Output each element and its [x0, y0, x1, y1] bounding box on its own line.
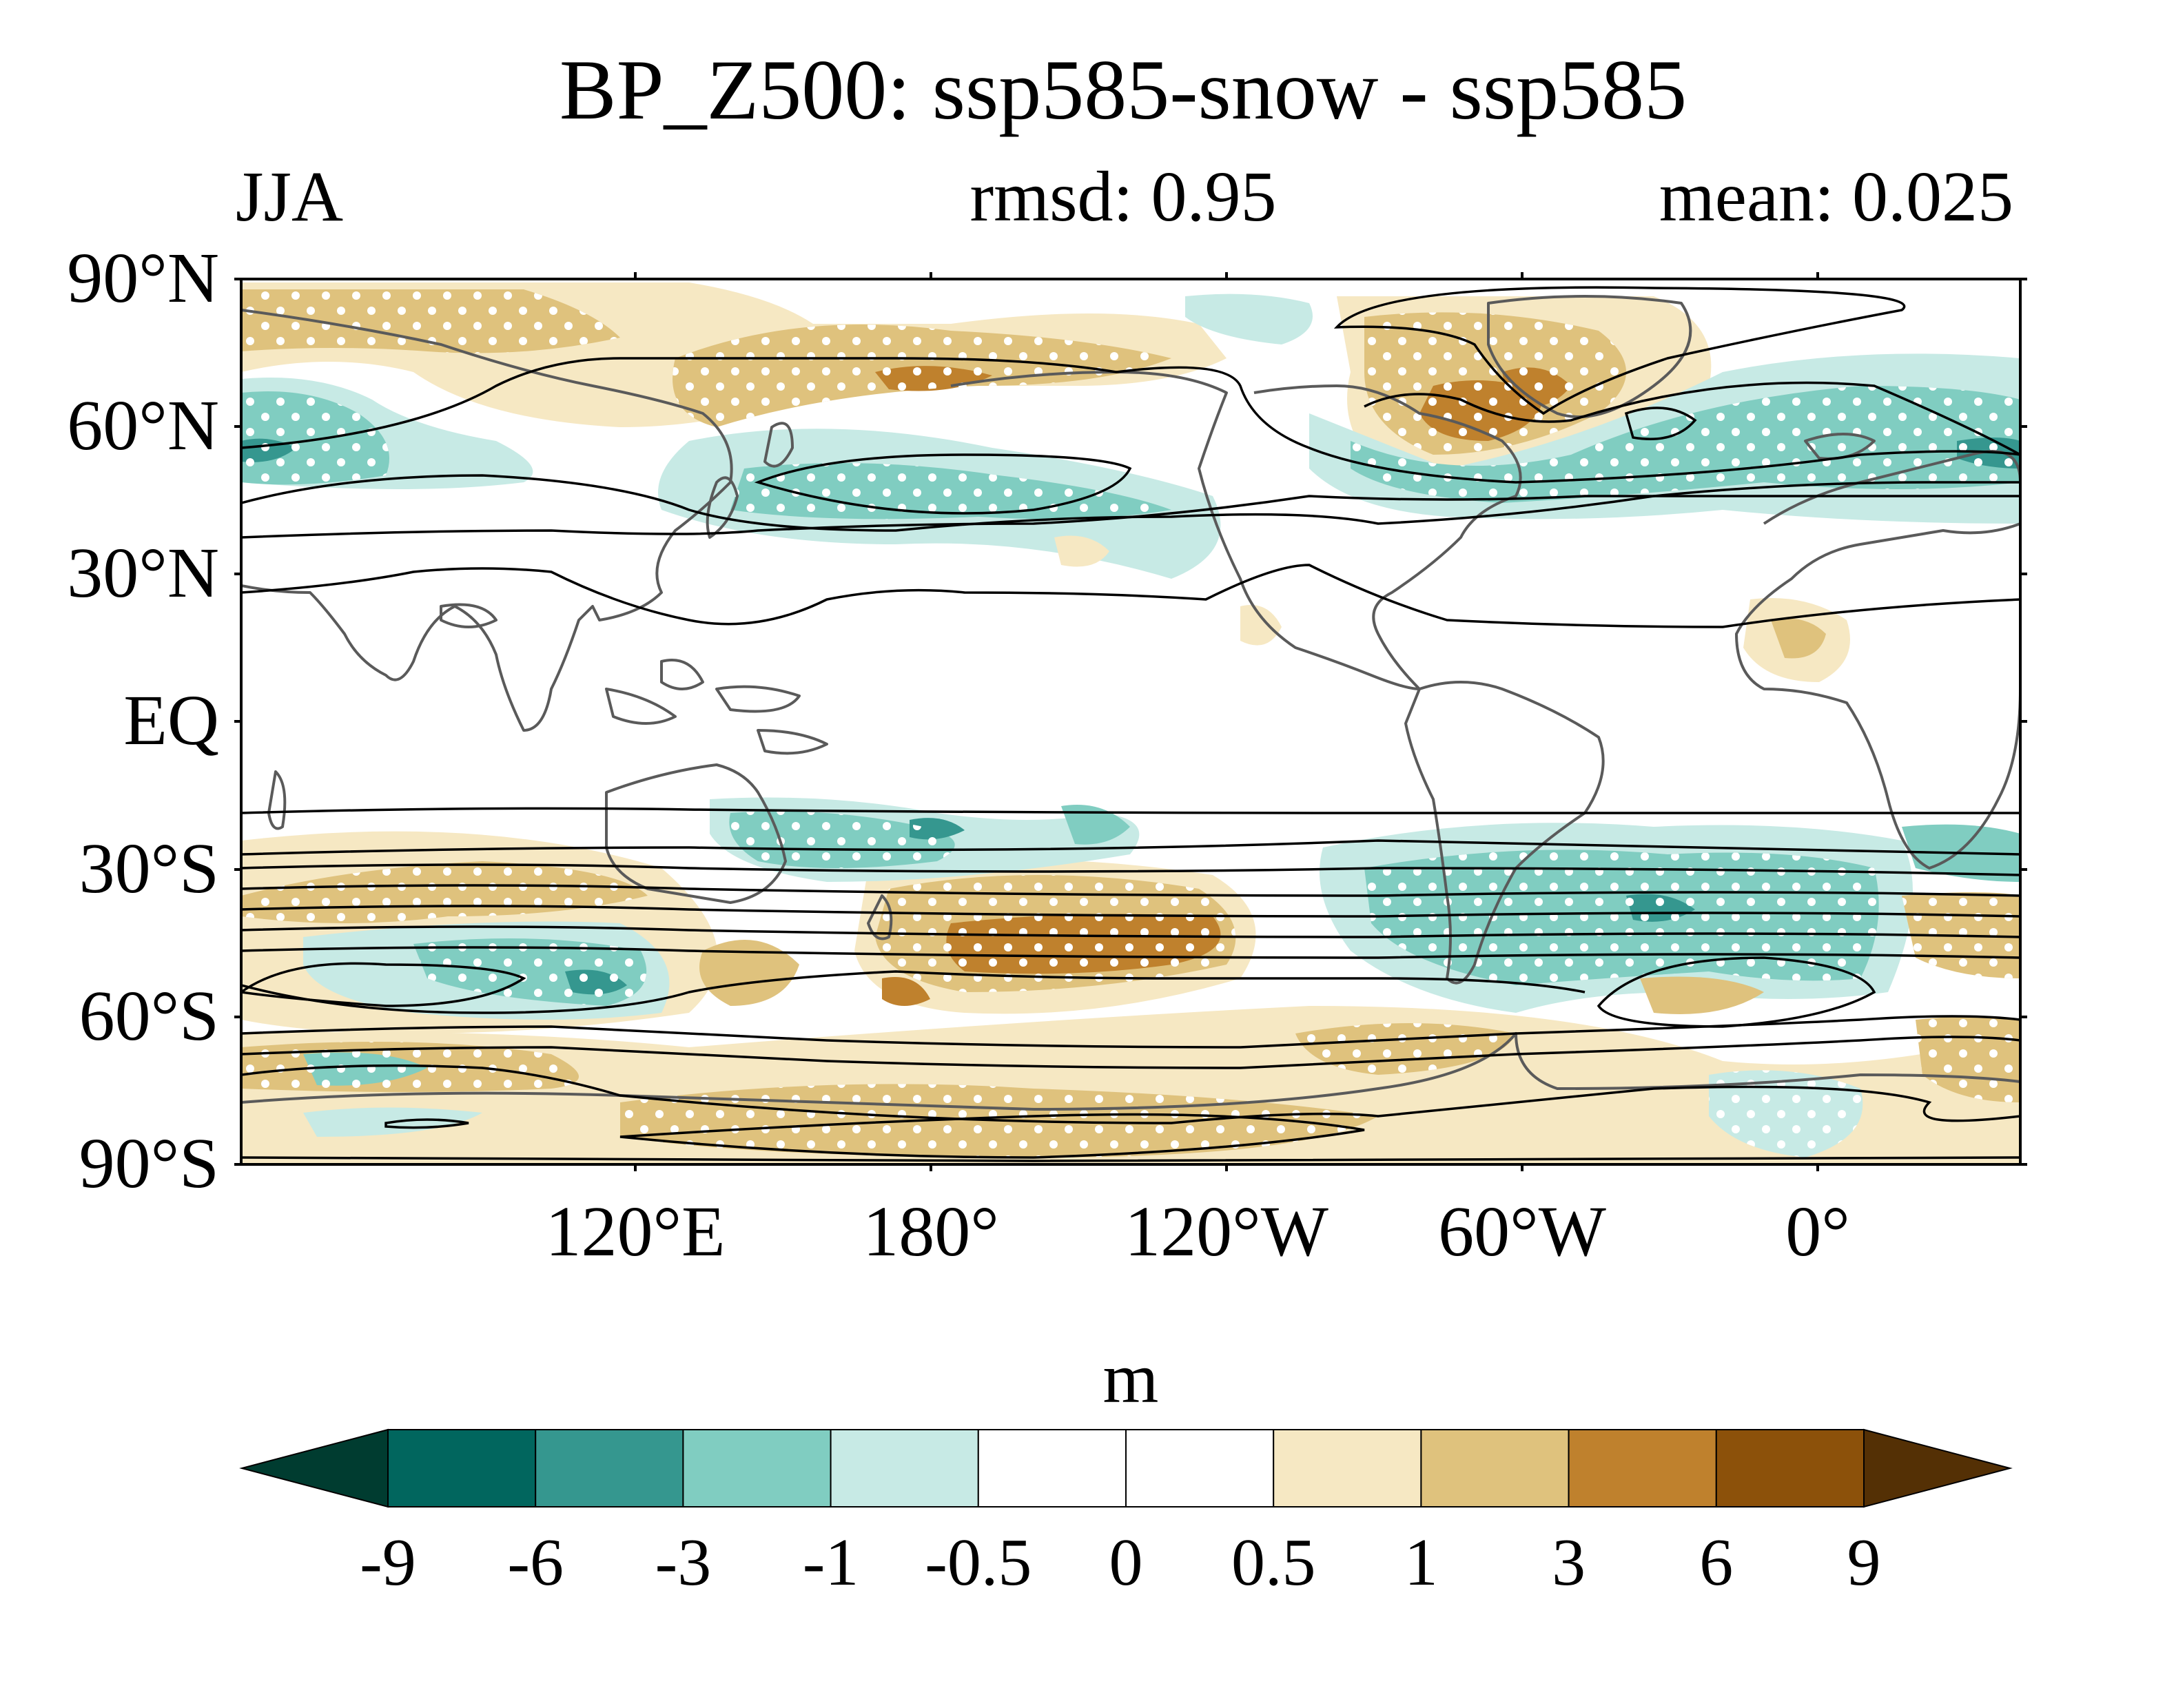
colorbar-extend-low — [239, 1428, 389, 1508]
lon-label-120w: 120°W — [1125, 1192, 1328, 1271]
colorbar-tick-labels: -9 -6 -3 -1 -0.5 0 0.5 1 3 6 9 — [360, 1525, 1880, 1600]
rmsd-label: rmsd: 0.95 — [970, 157, 1277, 236]
colorbar: m -9 -6 -3 -1 -0.5 0 0.5 1 3 6 9 — [239, 1339, 2013, 1600]
longitude-labels: 120°E 180° 120°W 60°W 0° — [545, 1192, 1849, 1271]
positive-anomaly-region — [699, 940, 799, 1006]
colorbar-tick-label: 0 — [1109, 1525, 1143, 1600]
colorbar-tick-label: 0.5 — [1231, 1525, 1316, 1600]
lon-label-60w: 60°W — [1438, 1192, 1606, 1271]
negative-anomaly-region — [1185, 294, 1313, 344]
colorbar-unit-label: m — [1103, 1339, 1159, 1418]
negative-anomaly-region — [1061, 805, 1130, 845]
lon-label-120e: 120°E — [545, 1192, 725, 1271]
colorbar-extend-high — [1863, 1428, 2013, 1508]
positive-anomaly-region — [1640, 976, 1764, 1014]
lat-label-30n: 30°N — [67, 533, 219, 613]
mean-label: mean: 0.025 — [1659, 157, 2013, 236]
colorbar-box — [535, 1429, 684, 1508]
positive-anomaly-region — [882, 977, 930, 1006]
colorbar-tick-label: 9 — [1847, 1525, 1881, 1600]
colorbar-box — [682, 1429, 832, 1508]
colorbar-box — [1125, 1429, 1275, 1508]
latitude-labels: 90°N 60°N 30°N EQ 30°S 60°S 90°S — [67, 238, 219, 1203]
colorbar-box — [1568, 1429, 1717, 1508]
colorbar-box — [830, 1429, 979, 1508]
colorbar-tick-label: -0.5 — [925, 1525, 1032, 1600]
map-panel: 90°N 60°N 30°N EQ 30°S 60°S 90°S 120°E 1… — [67, 238, 2027, 1271]
positive-anomaly-region — [1240, 605, 1282, 646]
lon-label-0: 0° — [1785, 1192, 1850, 1271]
colorbar-tick-label: -9 — [360, 1525, 416, 1600]
colorbar-tick-label: -3 — [655, 1525, 712, 1600]
axis-ticks — [234, 272, 2027, 1171]
season-label: JJA — [236, 157, 343, 236]
colorbar-box — [977, 1429, 1127, 1508]
colorbar-tick-label: -6 — [507, 1525, 564, 1600]
lat-label-30s: 30°S — [79, 829, 219, 908]
climatology-contours — [241, 286, 2020, 1162]
lat-label-60s: 60°S — [79, 976, 219, 1056]
colorbar-tick-label: -1 — [803, 1525, 859, 1600]
lat-label-eq: EQ — [123, 681, 219, 760]
colorbar-box — [387, 1429, 537, 1508]
colorbar-box — [1715, 1429, 1865, 1508]
positive-anomaly-region — [1054, 535, 1109, 567]
colorbar-tick-label: 3 — [1552, 1525, 1586, 1600]
lat-label-60n: 60°N — [67, 386, 219, 465]
chart-title: BP_Z500: ssp585-snow - ssp585 — [560, 43, 1687, 137]
positive-anomaly-region — [1771, 618, 1826, 659]
colorbar-box — [1273, 1429, 1422, 1508]
lon-label-180: 180° — [863, 1192, 999, 1271]
lat-label-90n: 90°N — [67, 238, 219, 318]
lat-label-90s: 90°S — [79, 1124, 219, 1203]
colorbar-tick-label: 6 — [1699, 1525, 1733, 1600]
colorbar-box — [1420, 1429, 1570, 1508]
colorbar-boxes — [239, 1428, 2013, 1508]
colorbar-tick-label: 1 — [1404, 1525, 1438, 1600]
